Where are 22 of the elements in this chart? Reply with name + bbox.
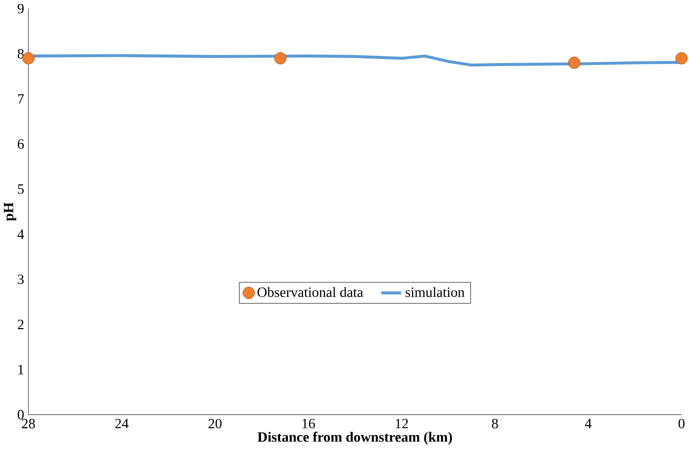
- y-tick-label: 0: [18, 410, 24, 420]
- x-axis-title: Distance from downstream (km): [258, 432, 452, 445]
- x-tick-label: 8: [492, 419, 498, 429]
- y-tick-label: 9: [18, 4, 24, 14]
- y-tick-label: 1: [18, 365, 24, 374]
- y-tick-label: 8: [18, 49, 24, 59]
- y-tick-label: 6: [18, 139, 24, 149]
- y-tick-label: 3: [18, 274, 24, 284]
- x-tick-label: 0: [678, 419, 685, 429]
- y-tick-label: 5: [18, 184, 24, 194]
- legend-label: Observational data: [258, 287, 364, 298]
- y-tick-label: 7: [18, 94, 24, 104]
- x-tick-label: 16: [302, 419, 315, 429]
- x-tick-label: 28: [22, 419, 35, 429]
- x-tick-label: 12: [396, 419, 408, 428]
- x-tick-label: 24: [115, 419, 129, 428]
- x-tick-label: 4: [584, 419, 592, 428]
- y-tick-label: 2: [18, 320, 24, 330]
- y-axis-title: pH: [4, 202, 16, 222]
- y-tick-label: 4: [17, 230, 24, 240]
- x-tick-label: 20: [208, 419, 222, 429]
- legend-label: simulation: [406, 287, 465, 298]
